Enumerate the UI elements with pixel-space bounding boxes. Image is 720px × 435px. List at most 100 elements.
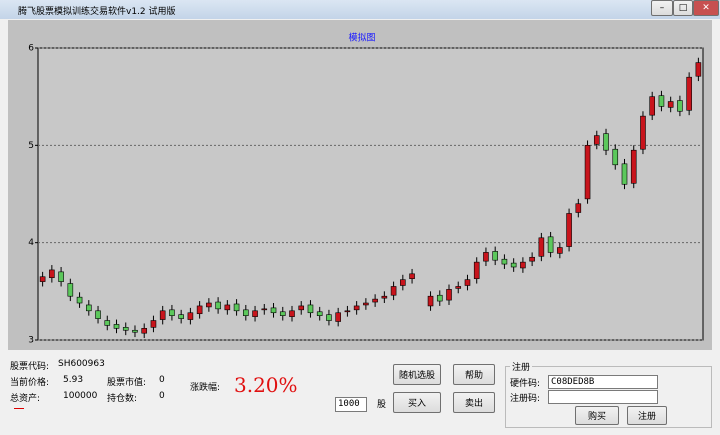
candle-body (298, 305, 305, 311)
candle-body (621, 163, 628, 185)
candle-body (353, 305, 360, 311)
candle-body (455, 286, 462, 289)
sell-button[interactable]: 卖出 (453, 392, 495, 413)
candle-body (677, 100, 683, 112)
candle-body (243, 309, 249, 316)
plot-area (37, 47, 704, 341)
candle-body (557, 247, 563, 254)
candle-body (159, 310, 166, 320)
register-button[interactable]: 注册 (627, 406, 667, 425)
candle-body (603, 133, 609, 151)
y-tick-label: 6 (28, 44, 34, 54)
candle-body (640, 115, 646, 150)
candle-body (132, 329, 138, 333)
candle-body (510, 262, 517, 268)
candle-body (104, 320, 111, 326)
candle-body (372, 298, 378, 303)
hardware-code[interactable]: C08DED8B (548, 375, 658, 389)
window-title: 腾飞股票模拟训练交易软件v1.2 试用版 (18, 7, 176, 17)
candle-body (658, 95, 665, 107)
candle-body (492, 251, 498, 261)
value: 0 (159, 375, 165, 385)
candle-body (307, 304, 314, 314)
label: 股票市值: (107, 378, 147, 388)
candle-body (270, 307, 277, 314)
candle-body (58, 271, 64, 282)
label: 股票代码: (10, 362, 50, 372)
candle-body (141, 328, 148, 334)
value: 0 (159, 391, 165, 401)
label: 硬件码: (510, 379, 541, 389)
candle-body (464, 279, 471, 286)
candle-body (547, 236, 554, 253)
candle-body (575, 203, 582, 213)
candle-body (695, 62, 702, 77)
group-title: 注册 (510, 360, 533, 373)
candle-body (67, 283, 74, 297)
purchase-button[interactable]: 购买 (575, 406, 619, 425)
chart-title: 模拟图 (348, 32, 375, 44)
candle-body (529, 256, 535, 262)
candle-body (501, 258, 508, 265)
candle-body (520, 261, 526, 269)
label: 总资产: (10, 394, 41, 404)
candle-body (436, 294, 443, 302)
minimize-button[interactable]: – (651, 0, 673, 16)
candle-body (187, 312, 194, 320)
maximize-button[interactable]: □ (673, 0, 693, 16)
register-code-input[interactable] (548, 390, 658, 404)
candle-body (122, 327, 129, 331)
label: 涨跌幅: (190, 383, 221, 393)
candle-body (95, 310, 101, 319)
title-bar: 腾飞股票模拟训练交易软件v1.2 试用版 – □ ✕ (0, 0, 720, 19)
value: 5.93 (63, 375, 84, 385)
candle-body (49, 269, 55, 279)
candle-body (326, 314, 332, 321)
quantity-input[interactable]: 1000 (335, 397, 367, 412)
candle-body (593, 135, 600, 145)
chart: 模拟图 3 4 5 6 (8, 20, 712, 350)
candle-body (566, 213, 572, 247)
label: 当前价格: (10, 378, 50, 388)
candle-body (261, 308, 268, 311)
candle-body (473, 261, 480, 279)
candle-body (178, 314, 184, 319)
candle-body (150, 320, 157, 328)
candle-body (233, 303, 240, 312)
value: SH600963 (58, 359, 105, 369)
candle-body (113, 324, 120, 329)
random-button[interactable]: 随机选股 (393, 364, 441, 385)
candle-body (686, 76, 692, 111)
close-button[interactable]: ✕ (693, 0, 719, 16)
candle-body (252, 310, 258, 317)
candle-body (344, 310, 351, 313)
help-button[interactable]: 帮助 (453, 364, 495, 385)
candle-body (85, 304, 92, 312)
change-value: 3.20% (234, 373, 298, 397)
candle-body (409, 273, 415, 279)
candle-body (196, 305, 203, 315)
y-tick-label: 4 (28, 238, 34, 248)
candle-body (538, 237, 545, 257)
value: 100000 (63, 391, 98, 401)
candle-body (335, 312, 341, 322)
candle-body (224, 304, 231, 311)
candle-body (400, 279, 406, 286)
y-tick-label: 3 (28, 336, 34, 346)
candle-body (289, 310, 295, 317)
label: 持仓数: (107, 394, 138, 404)
indicator (14, 408, 24, 409)
buy-button[interactable]: 买入 (393, 392, 441, 413)
candle-body (483, 252, 489, 262)
unit-label: 股 (377, 400, 387, 410)
candle-body (39, 276, 46, 282)
candle-body (381, 295, 388, 299)
candle-body (316, 311, 323, 316)
candle-body (390, 286, 397, 296)
candle-body (215, 301, 221, 310)
label: 注册码: (510, 394, 541, 404)
candle-body (76, 296, 83, 304)
candle-body (363, 302, 369, 306)
candle-body (169, 309, 175, 316)
